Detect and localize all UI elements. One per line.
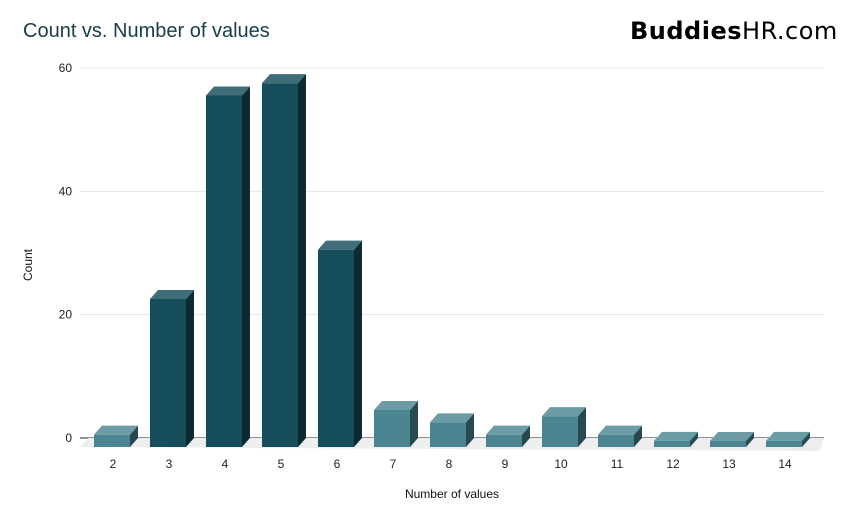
x-tick-label: 6 (334, 457, 341, 471)
bar-front (430, 422, 466, 447)
bar-front (150, 299, 186, 447)
x-tick-label: 9 (502, 457, 509, 471)
x-tick-label: 2 (110, 457, 117, 471)
bar-side (130, 425, 138, 447)
bar-side (186, 290, 194, 447)
logo-bold-text: Buddies (630, 17, 743, 45)
bar-side (802, 431, 810, 447)
bar-side (242, 86, 250, 447)
x-tick-label: 11 (611, 457, 624, 471)
bar (94, 425, 138, 447)
bar-top (710, 432, 754, 441)
buddieshr-logo: BuddiesHR.com (630, 17, 838, 45)
bar-side (690, 431, 698, 447)
bar-front (766, 440, 802, 447)
bars (94, 74, 810, 448)
bar-side (522, 425, 530, 447)
bar-front (374, 410, 410, 447)
bar-front (318, 249, 354, 447)
bar-top (150, 290, 194, 299)
x-tick-label: 5 (278, 457, 285, 471)
bar (374, 401, 418, 447)
y-tick-label: 20 (59, 308, 73, 322)
bar-front (654, 440, 690, 447)
bar (486, 425, 530, 447)
bar (430, 413, 474, 447)
x-tick-label: 10 (554, 457, 568, 471)
bar (150, 290, 194, 447)
y-tick-label: 0 (65, 431, 72, 445)
bar-top (654, 431, 698, 441)
bar (262, 74, 306, 448)
logo-regular-text: HR.com (742, 17, 838, 45)
bar (206, 86, 250, 447)
x-tick-label: 13 (722, 457, 736, 471)
bar-top (94, 425, 138, 435)
bar-side (578, 407, 586, 447)
bar-side (746, 432, 754, 447)
chart-title: Count vs. Number of values (23, 20, 270, 42)
bar-side (634, 425, 642, 447)
bar-top (542, 407, 586, 417)
y-tick-label: 40 (59, 184, 73, 198)
x-axis-label: Number of values (405, 487, 499, 501)
bar-side (410, 401, 418, 447)
bar-top (766, 431, 810, 441)
bar-top (374, 401, 418, 410)
bar-front (94, 434, 130, 447)
bar (766, 431, 810, 447)
bar (710, 432, 754, 447)
y-tick-label: 60 (59, 61, 73, 75)
x-tick-label: 7 (390, 457, 397, 471)
bar-side (298, 74, 306, 448)
x-tick-label: 3 (166, 457, 173, 471)
bar-front (486, 434, 522, 447)
bar-front (262, 83, 298, 448)
bar-front (710, 441, 746, 447)
bar-front (206, 95, 242, 447)
x-tick-label: 14 (778, 457, 792, 471)
bar-front (598, 434, 634, 447)
bar (654, 431, 698, 447)
x-tick-label: 8 (446, 457, 453, 471)
y-axis-ticks: 0 20 40 60 (59, 61, 73, 445)
x-tick-label: 4 (222, 457, 229, 471)
bar-top (262, 74, 306, 84)
bar-top (318, 240, 362, 250)
bar-side (466, 413, 474, 447)
bar-top (598, 425, 642, 435)
bar-top (206, 86, 250, 96)
bar-top (486, 425, 530, 435)
y-axis-label: Count (21, 248, 35, 281)
x-axis-ticks: 2 3 4 5 6 7 8 9 10 11 12 13 14 (110, 457, 792, 471)
bar (542, 407, 586, 447)
x-tick-label: 12 (666, 457, 680, 471)
bar-front (542, 416, 578, 447)
bar-side (354, 240, 362, 447)
bar (598, 425, 642, 447)
bar-top (430, 413, 474, 423)
bar (318, 240, 362, 447)
